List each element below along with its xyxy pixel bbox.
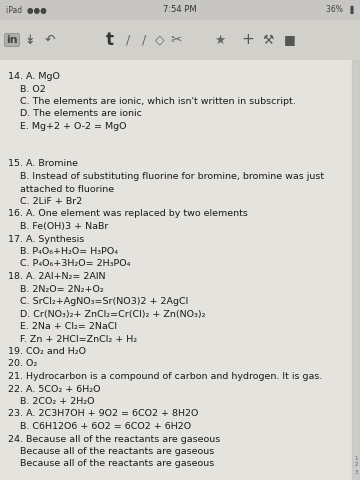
Text: 21. Hydrocarbon is a compound of carbon and hydrogen. It is gas.: 21. Hydrocarbon is a compound of carbon … bbox=[8, 372, 322, 381]
Text: 7:54 PM: 7:54 PM bbox=[163, 5, 197, 14]
Text: C. SrCl₂+AgNO₃=Sr(NO3)2 + 2AgCl: C. SrCl₂+AgNO₃=Sr(NO3)2 + 2AgCl bbox=[20, 297, 188, 306]
Text: C. P₄O₆+3H₂O= 2H₃PO₄: C. P₄O₆+3H₂O= 2H₃PO₄ bbox=[20, 260, 130, 268]
Text: /: / bbox=[142, 34, 146, 47]
Text: 36%  ▐: 36% ▐ bbox=[327, 5, 354, 14]
Text: 22. A. 5CO₂ + 6H₂O: 22. A. 5CO₂ + 6H₂O bbox=[8, 384, 100, 394]
Text: B. 2N₂O= 2N₂+O₂: B. 2N₂O= 2N₂+O₂ bbox=[20, 285, 104, 293]
Text: ◇: ◇ bbox=[155, 34, 165, 47]
Text: B. O2: B. O2 bbox=[20, 84, 46, 94]
Text: 16. A. One element was replaced by two elements: 16. A. One element was replaced by two e… bbox=[8, 209, 248, 218]
Text: ⚒: ⚒ bbox=[262, 34, 274, 47]
Bar bbox=[0, 20, 360, 60]
Text: D. The elements are ionic: D. The elements are ionic bbox=[20, 109, 142, 119]
Bar bbox=[352, 60, 360, 480]
Text: ✂: ✂ bbox=[170, 33, 182, 47]
Text: 2: 2 bbox=[354, 463, 358, 468]
Text: 19. CO₂ and H₂O: 19. CO₂ and H₂O bbox=[8, 347, 86, 356]
Text: ★: ★ bbox=[214, 34, 226, 47]
Text: Because all of the reactants are gaseous: Because all of the reactants are gaseous bbox=[20, 447, 214, 456]
Text: t: t bbox=[106, 31, 114, 49]
Text: /: / bbox=[126, 34, 130, 47]
Text: +: + bbox=[242, 33, 255, 48]
Text: D. Cr(NO₃)₂+ ZnCl₂=Cr(Cl)₂ + Zn(NO₃)₂: D. Cr(NO₃)₂+ ZnCl₂=Cr(Cl)₂ + Zn(NO₃)₂ bbox=[20, 310, 206, 319]
Text: C. 2LiF + Br2: C. 2LiF + Br2 bbox=[20, 197, 82, 206]
Text: B. P₄O₆+H₂O= H₃PO₄: B. P₄O₆+H₂O= H₃PO₄ bbox=[20, 247, 118, 256]
Text: E. Mg+2 + O-2 = MgO: E. Mg+2 + O-2 = MgO bbox=[20, 122, 126, 131]
Text: B. Instead of substituting fluorine for bromine, bromine was just: B. Instead of substituting fluorine for … bbox=[20, 172, 324, 181]
Text: in: in bbox=[6, 35, 18, 45]
Text: 23. A. 2C3H7OH + 9O2 = 6CO2 + 8H2O: 23. A. 2C3H7OH + 9O2 = 6CO2 + 8H2O bbox=[8, 409, 198, 419]
Text: 17. A. Synthesis: 17. A. Synthesis bbox=[8, 235, 84, 243]
Text: B. 2CO₂ + 2H₂O: B. 2CO₂ + 2H₂O bbox=[20, 397, 94, 406]
Text: 3: 3 bbox=[354, 469, 358, 475]
Text: B. C6H12O6 + 6O2 = 6CO2 + 6H2O: B. C6H12O6 + 6O2 = 6CO2 + 6H2O bbox=[20, 422, 191, 431]
Text: 20. O₂: 20. O₂ bbox=[8, 360, 37, 369]
Text: 15. A. Bromine: 15. A. Bromine bbox=[8, 159, 78, 168]
Text: B. Fe(OH)3 + NaBr: B. Fe(OH)3 + NaBr bbox=[20, 222, 108, 231]
Text: Because all of the reactants are gaseous: Because all of the reactants are gaseous bbox=[20, 459, 214, 468]
Text: ↶: ↶ bbox=[45, 34, 55, 47]
Text: 1: 1 bbox=[354, 456, 358, 460]
Text: 14. A. MgO: 14. A. MgO bbox=[8, 72, 60, 81]
Text: iPad  ●●●: iPad ●●● bbox=[6, 5, 47, 14]
Text: 18. A. 2Al+N₂= 2AlN: 18. A. 2Al+N₂= 2AlN bbox=[8, 272, 105, 281]
Bar bbox=[0, 60, 360, 480]
Text: F. Zn + 2HCl=ZnCl₂ + H₂: F. Zn + 2HCl=ZnCl₂ + H₂ bbox=[20, 335, 137, 344]
Text: 24. Because all of the reactants are gaseous: 24. Because all of the reactants are gas… bbox=[8, 434, 220, 444]
Text: E. 2Na + Cl₂= 2NaCl: E. 2Na + Cl₂= 2NaCl bbox=[20, 322, 117, 331]
Bar bbox=[0, 0, 360, 20]
Text: ↡: ↡ bbox=[25, 34, 35, 47]
Text: attached to fluorine: attached to fluorine bbox=[20, 184, 114, 193]
Text: ■: ■ bbox=[284, 34, 296, 47]
Text: C. The elements are ionic, which isn't written in subscript.: C. The elements are ionic, which isn't w… bbox=[20, 97, 296, 106]
